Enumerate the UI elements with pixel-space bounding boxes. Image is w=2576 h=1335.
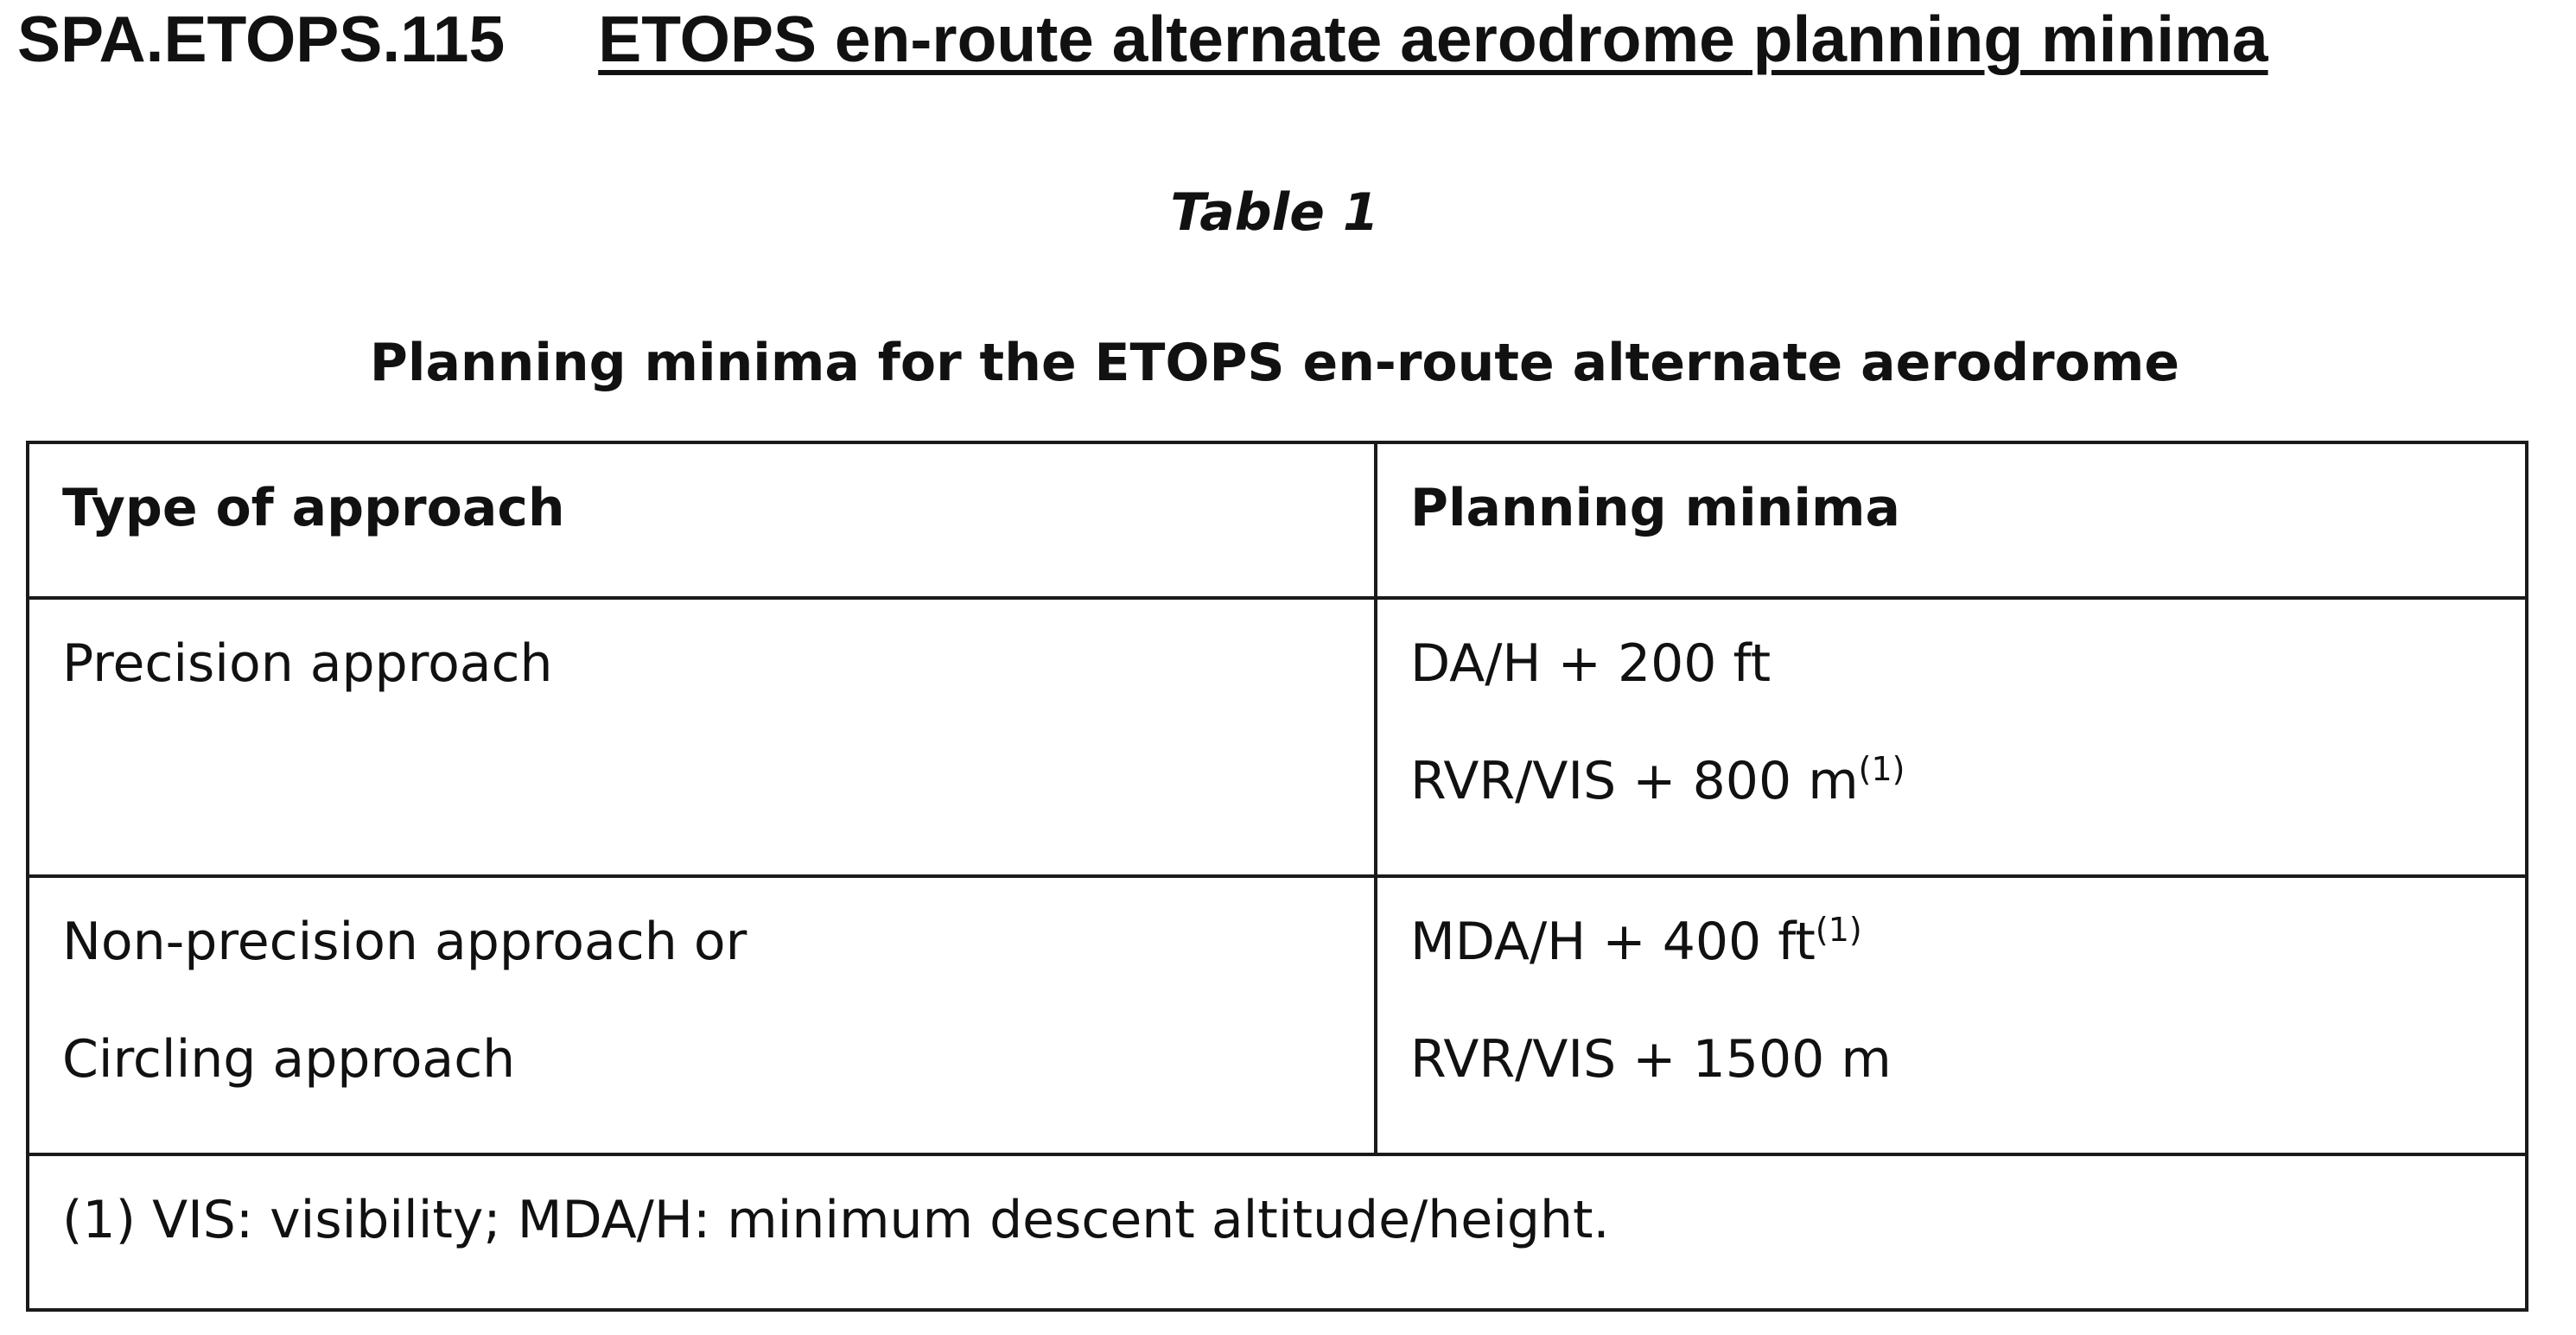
minima-text: RVR/VIS + 1500 m — [1410, 1029, 1892, 1090]
table-header-row: Type of approach Planning minima — [26, 441, 2528, 600]
minima-line: DA/H + 200 ft — [1410, 622, 2492, 705]
planning-minima-table: Type of approach Planning minima Precisi… — [26, 441, 2528, 1312]
table-caption: Planning minima for the ETOPS en-route a… — [369, 333, 2180, 393]
minima-cell: MDA/H + 400 ft(1) RVR/VIS + 1500 m — [1374, 874, 2528, 1156]
approach-type-line: Precision approach — [62, 633, 553, 694]
minima-cell: DA/H + 200 ft RVR/VIS + 800 m(1) — [1374, 596, 2528, 878]
approach-type-line: Non-precision approach or — [62, 912, 747, 972]
table-footnote-row: (1) VIS: visibility; MDA/H: minimum desc… — [26, 1153, 2528, 1312]
table-number: Table 1 — [1170, 182, 1379, 243]
minima-text: DA/H + 200 ft — [1410, 633, 1771, 694]
rule-title: ETOPS en-route alternate aerodrome plann… — [598, 3, 2268, 75]
approach-type-line: Circling approach — [62, 1029, 516, 1090]
footnote-ref: (1) — [1815, 911, 1862, 949]
header-planning-minima: Planning minima — [1374, 441, 2528, 600]
minima-text: RVR/VIS + 800 m — [1410, 751, 1859, 811]
footnote-ref: (1) — [1858, 750, 1905, 788]
minima-text: MDA/H + 400 ft — [1410, 912, 1816, 972]
approach-type-cell: Precision approach — [26, 596, 1377, 878]
table-footnote: (1) VIS: visibility; MDA/H: minimum desc… — [26, 1153, 2528, 1312]
approach-type-cell: Non-precision approach or Circling appro… — [26, 874, 1377, 1156]
rule-code: SPA.ETOPS.115 — [17, 3, 506, 75]
table-row-precision: Precision approach DA/H + 200 ft RVR/VIS… — [26, 596, 2528, 878]
minima-line: RVR/VIS + 1500 m — [1410, 1018, 2492, 1101]
rule-heading: SPA.ETOPS.115 ETOPS en-route alternate ae… — [17, 2, 2566, 76]
header-type-of-approach: Type of approach — [26, 441, 1377, 600]
table-row-non-precision: Non-precision approach or Circling appro… — [26, 874, 2528, 1156]
minima-line: RVR/VIS + 800 m(1) — [1410, 740, 2492, 823]
minima-line: MDA/H + 400 ft(1) — [1410, 900, 2492, 983]
